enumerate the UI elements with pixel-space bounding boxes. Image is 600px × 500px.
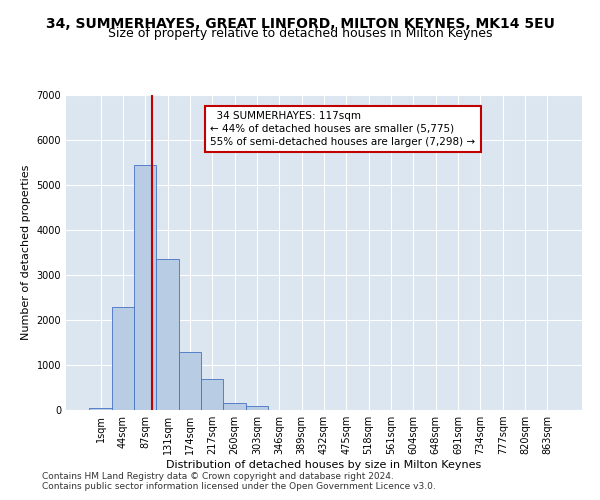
Bar	[157, 259, 179, 410]
Y-axis label: Number of detached properties: Number of detached properties	[21, 165, 31, 340]
Bar	[201, 378, 223, 410]
Bar	[134, 165, 157, 410]
Bar	[223, 403, 246, 410]
Bar	[246, 406, 268, 410]
Bar	[112, 306, 134, 410]
Bar	[179, 352, 201, 410]
Bar	[89, 408, 112, 410]
Text: Contains HM Land Registry data © Crown copyright and database right 2024.: Contains HM Land Registry data © Crown c…	[42, 472, 394, 481]
Text: Contains public sector information licensed under the Open Government Licence v3: Contains public sector information licen…	[42, 482, 436, 491]
Text: Size of property relative to detached houses in Milton Keynes: Size of property relative to detached ho…	[108, 28, 492, 40]
Text: 34 SUMMERHAYES: 117sqm
← 44% of detached houses are smaller (5,775)
55% of semi-: 34 SUMMERHAYES: 117sqm ← 44% of detached…	[211, 111, 476, 147]
Text: 34, SUMMERHAYES, GREAT LINFORD, MILTON KEYNES, MK14 5EU: 34, SUMMERHAYES, GREAT LINFORD, MILTON K…	[46, 18, 554, 32]
X-axis label: Distribution of detached houses by size in Milton Keynes: Distribution of detached houses by size …	[166, 460, 482, 470]
